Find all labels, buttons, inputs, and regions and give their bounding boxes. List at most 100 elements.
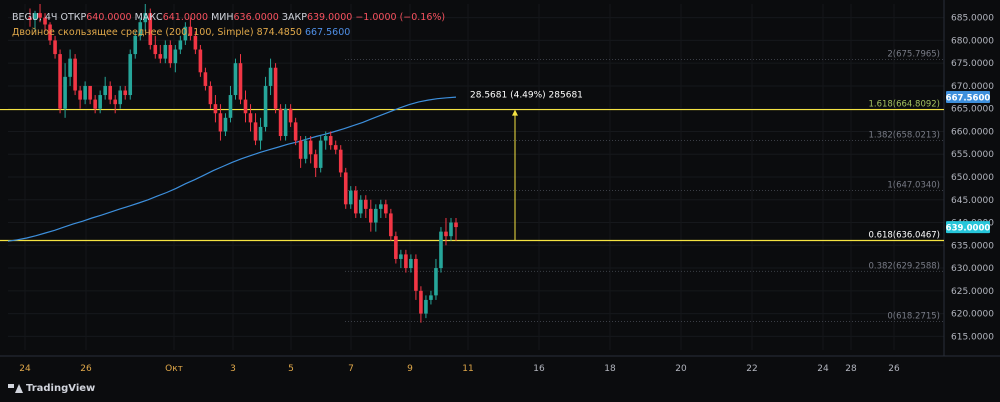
tradingview-logo-icon [8, 384, 23, 393]
candle-body [163, 44, 168, 59]
chart-legend: BEGU, 4Ч ОТКР640.0000 МАКС641.0000 МИН63… [12, 10, 445, 40]
candle-body [83, 85, 87, 100]
close-value: 639.0000 [306, 12, 353, 23]
candle-body [384, 204, 388, 214]
candle-body [133, 35, 138, 55]
candle-body [118, 90, 123, 105]
tradingview-logo[interactable]: TradingView [8, 383, 95, 394]
candle-body [238, 63, 243, 100]
candle-body [454, 222, 458, 228]
y-tick-label: 655.0000 [951, 150, 994, 160]
change-value: −1.0000 (−0.16%) [355, 12, 446, 23]
candle-body [328, 136, 333, 146]
candle-body [78, 90, 82, 100]
candle-body [343, 172, 348, 205]
candle-body [313, 154, 318, 168]
ma-value-200: 874.4850 [256, 27, 302, 38]
x-tick-label: 20 [675, 364, 687, 374]
candle-body [198, 49, 203, 73]
y-tick-label: 680.0000 [951, 36, 994, 46]
price-label-text: 639.0000 [946, 224, 991, 234]
x-tick-label: 24 [817, 364, 829, 374]
ma-value-100: 667.5600 [304, 27, 351, 38]
candle-body [98, 95, 102, 109]
fib-level-label: 1.618(664.8092) [868, 100, 940, 110]
candle-body [429, 295, 433, 300]
candle-body [253, 122, 258, 141]
y-tick-label: 650.0000 [951, 173, 994, 183]
candle-body [53, 40, 57, 55]
candle-body [213, 104, 218, 114]
candle-body [218, 113, 223, 132]
candle-body [178, 40, 183, 50]
y-tick-label: 675.0000 [951, 59, 994, 69]
candle-body [369, 208, 373, 223]
candle-body [158, 54, 163, 59]
low-value: 636.0000 [233, 12, 279, 23]
candle-body [223, 117, 228, 132]
candle-body [288, 108, 293, 123]
price-label-box [946, 221, 990, 234]
candle-body [63, 76, 67, 109]
price-label-box [946, 91, 990, 104]
candle-body [228, 95, 233, 118]
candle-body [293, 122, 298, 141]
x-tick-label: 24 [19, 364, 31, 374]
ma-indicator-label: Двойное скользящее среднее (200, 100, Si… [12, 27, 254, 38]
x-tick-label: 5 [288, 364, 294, 374]
x-tick-label: 26 [888, 364, 900, 374]
candle-body [233, 63, 238, 96]
candle-body [193, 35, 198, 50]
ohlc-row: BEGU, 4Ч ОТКР640.0000 МАКС641.0000 МИН63… [12, 10, 445, 25]
candle-body [58, 54, 62, 109]
symbol-label[interactable]: BEGU, 4Ч [12, 12, 58, 23]
measure-arrow-head [512, 109, 518, 116]
candle-body [128, 54, 133, 96]
candle-body [318, 140, 323, 168]
candle-body [138, 22, 143, 36]
candle-body [444, 231, 448, 237]
candle-body [93, 99, 97, 109]
candle-body [353, 190, 358, 214]
candle-body [88, 85, 92, 100]
candle-body [43, 17, 47, 25]
indicator-row[interactable]: Двойное скользящее среднее (200, 100, Si… [12, 25, 445, 40]
ma-100-line [7, 96, 457, 242]
candle-body [439, 231, 443, 269]
x-tick-label: 11 [462, 364, 473, 374]
candle-body [48, 24, 52, 41]
fib-level-label: 1(647.0340) [887, 181, 940, 191]
candle-body [108, 85, 112, 100]
candle-body [303, 140, 308, 159]
y-tick-label: 660.0000 [951, 127, 994, 137]
candle-body [434, 268, 438, 296]
candle-body [414, 258, 418, 291]
candle-body [409, 258, 413, 269]
candle-body [278, 108, 283, 137]
candle-body [33, 13, 37, 20]
y-tick-label: 665.0000 [951, 105, 994, 115]
candle-body [348, 190, 353, 205]
candle-body [449, 222, 453, 237]
candle-body [358, 199, 363, 214]
candle-body [28, 17, 32, 20]
y-tick-label: 685.0000 [951, 14, 994, 24]
y-tick-label: 625.0000 [951, 287, 994, 297]
candle-body [68, 58, 72, 77]
candle-body [333, 145, 338, 150]
x-tick-label: 3 [230, 364, 236, 374]
candle-body [183, 26, 188, 41]
candle-body [419, 290, 423, 314]
candle-body [374, 208, 378, 223]
fib-level-label: 0.618(636.0467) [868, 231, 940, 241]
candle-body [273, 67, 278, 109]
candle-body [203, 72, 208, 86]
candle-body [123, 90, 128, 96]
measure-label: 28.5681 (4.49%) 285681 [470, 91, 583, 101]
candle-body [258, 126, 263, 141]
y-tick-label: 670.0000 [951, 82, 994, 92]
candle-body [399, 254, 403, 259]
candle-body [323, 136, 328, 141]
